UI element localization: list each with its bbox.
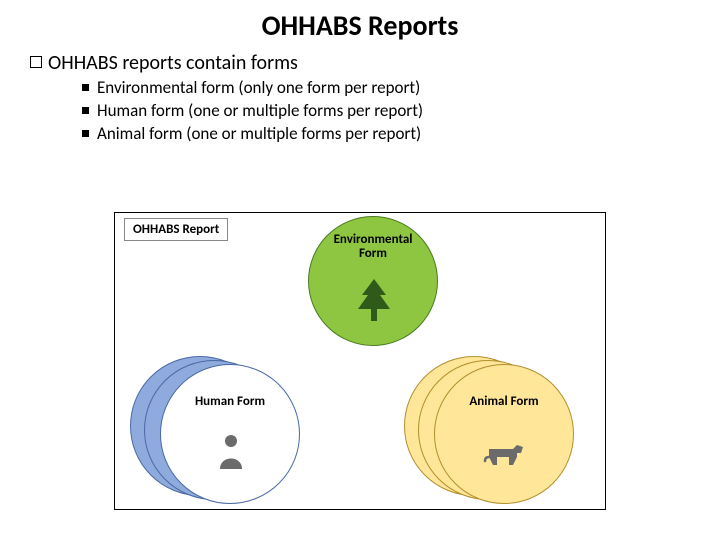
slide-title: OHHABS Reports: [30, 8, 690, 43]
square-bullet-icon: [82, 84, 89, 91]
animal-form-circle: Animal Form: [434, 364, 574, 504]
bullet-level2-text: Human form (one or multiple forms per re…: [97, 100, 423, 123]
tree-icon: [356, 279, 392, 325]
bullet-level2-text: Environmental form (only one form per re…: [97, 77, 420, 100]
slide: OHHABS Reports OHHABS reports contain fo…: [0, 0, 720, 540]
square-bullet-icon: [82, 107, 89, 114]
human-form-label: Human Form: [195, 395, 265, 409]
bullet-level2-list: Environmental form (only one form per re…: [82, 77, 690, 146]
environmental-form-label: Environmental Form: [334, 233, 413, 260]
diagram-label-box: OHHABS Report: [124, 218, 228, 241]
bullet-level2: Animal form (one or multiple forms per r…: [82, 123, 690, 146]
bullet-level1-text: OHHABS reports contain forms: [48, 51, 298, 75]
bullet-level2: Environmental form (only one form per re…: [82, 77, 690, 100]
person-icon: [216, 433, 246, 473]
square-bullet-icon: [30, 56, 42, 68]
square-bullet-icon: [82, 130, 89, 137]
dog-icon: [483, 439, 527, 473]
environmental-form-circle: Environmental Form: [308, 216, 438, 346]
human-form-circle: Human Form: [160, 364, 300, 504]
animal-form-label: Animal Form: [469, 395, 538, 409]
bullet-level2-text: Animal form (one or multiple forms per r…: [97, 123, 421, 146]
bullet-level1: OHHABS reports contain forms: [30, 51, 690, 75]
bullet-level2: Human form (one or multiple forms per re…: [82, 100, 690, 123]
